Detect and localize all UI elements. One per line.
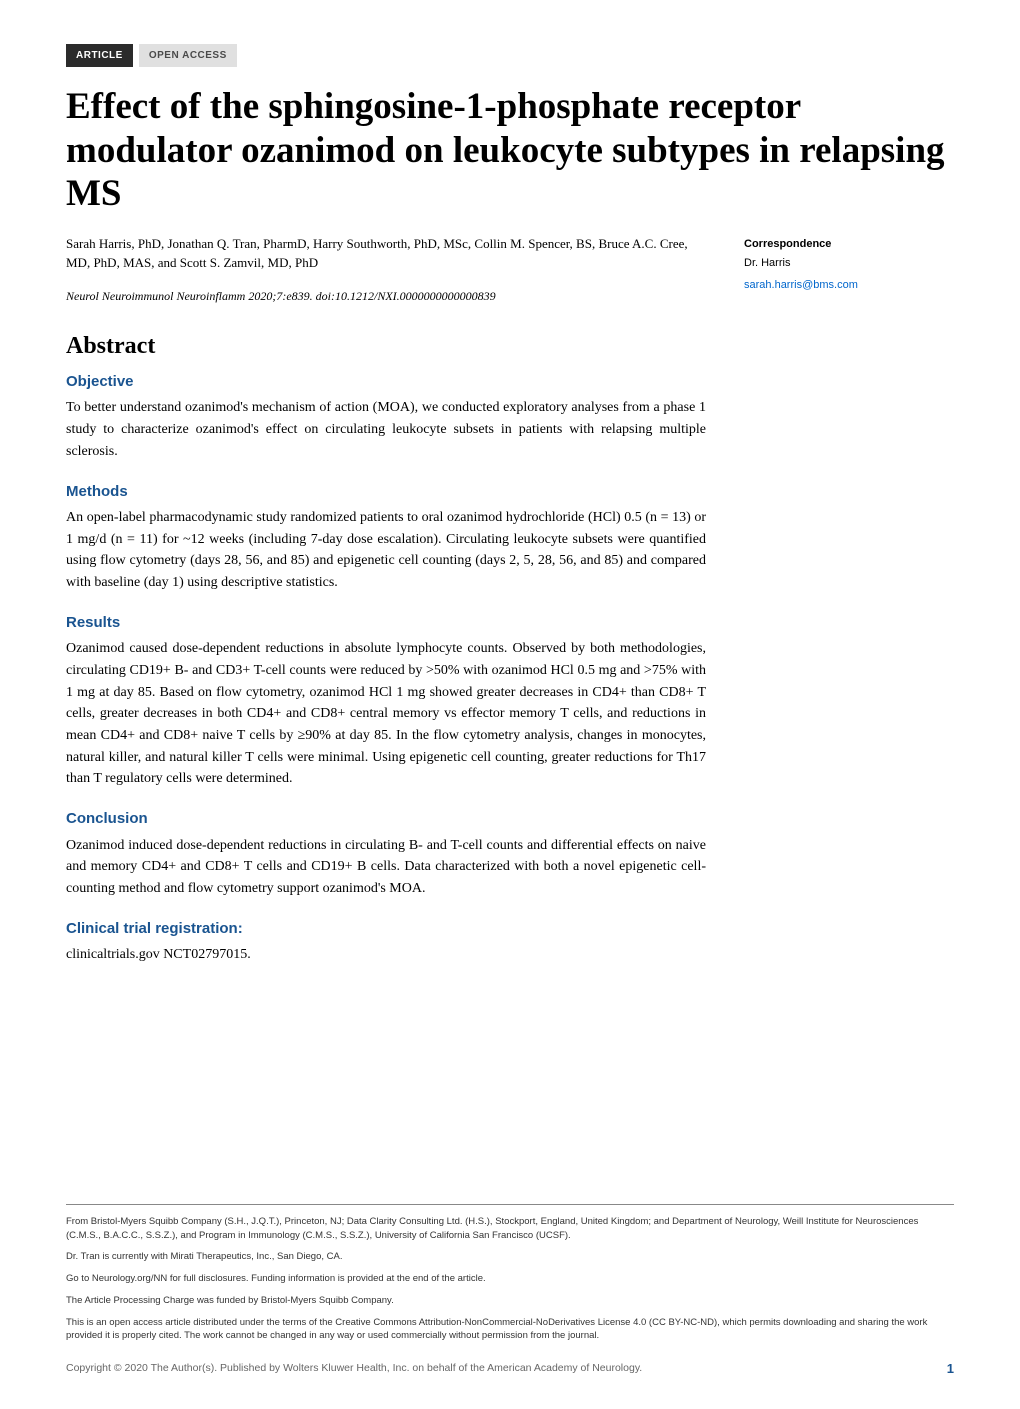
page-number: 1 [947,1359,954,1379]
correspondence-name: Dr. Harris [744,255,914,272]
objective-heading: Objective [66,371,706,394]
footer-apc: The Article Processing Charge was funded… [66,1294,954,1308]
registration-heading: Clinical trial registration: [66,918,706,941]
main-column: Sarah Harris, PhD, Jonathan Q. Tran, Pha… [66,234,706,984]
footer-disclosure: Go to Neurology.org/NN for full disclosu… [66,1272,954,1286]
page-container: ARTICLE OPEN ACCESS Effect of the sphing… [0,0,1020,1409]
footer-license: This is an open access article distribut… [66,1316,954,1344]
registration-body: clinicaltrials.gov NCT02797015. [66,944,706,966]
article-title: Effect of the sphingosine-1-phosphate re… [66,85,954,216]
correspondence-column: Correspondence Dr. Harris sarah.harris@b… [744,234,914,984]
results-body: Ozanimod caused dose-dependent reduction… [66,638,706,790]
correspondence-email-link[interactable]: sarah.harris@bms.com [744,279,858,291]
correspondence-heading: Correspondence [744,236,914,253]
article-badge: ARTICLE [66,44,133,67]
badge-row: ARTICLE OPEN ACCESS [66,44,954,67]
results-heading: Results [66,612,706,635]
abstract-heading: Abstract [66,328,706,364]
footer-divider [66,1204,954,1205]
methods-heading: Methods [66,481,706,504]
content-row: Sarah Harris, PhD, Jonathan Q. Tran, Pha… [66,234,954,984]
footer-bar: Copyright © 2020 The Author(s). Publishe… [66,1359,954,1379]
methods-body: An open-label pharmacodynamic study rand… [66,507,706,594]
citation-line: Neurol Neuroimmunol Neuroinflamm 2020;7:… [66,287,706,305]
footer-affiliations: From Bristol-Myers Squibb Company (S.H.,… [66,1215,954,1243]
conclusion-heading: Conclusion [66,808,706,831]
copyright-text: Copyright © 2020 The Author(s). Publishe… [66,1361,642,1377]
footer-tran-note: Dr. Tran is currently with Mirati Therap… [66,1250,954,1264]
objective-body: To better understand ozanimod's mechanis… [66,397,706,462]
conclusion-body: Ozanimod induced dose-dependent reductio… [66,835,706,900]
open-access-badge: OPEN ACCESS [139,44,237,67]
author-list: Sarah Harris, PhD, Jonathan Q. Tran, Pha… [66,234,706,273]
